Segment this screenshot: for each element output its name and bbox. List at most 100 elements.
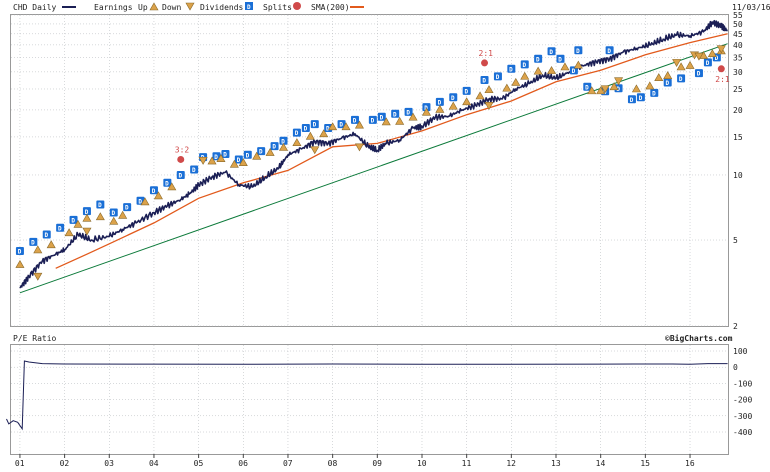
date-tick-label: 14 xyxy=(596,459,606,468)
dividend-glyph: D xyxy=(665,80,669,87)
dividend-icon xyxy=(221,150,230,159)
pe-axis: -400 -300 -200 -100 0 100 xyxy=(733,347,752,437)
dividend-glyph: D xyxy=(451,95,455,102)
earnings-down-marker xyxy=(694,52,704,61)
dividend-marker: D xyxy=(257,147,266,156)
earnings-up-marker xyxy=(252,151,262,160)
dividend-icon xyxy=(56,223,65,232)
dividend-marker: D xyxy=(574,46,583,55)
series-lines xyxy=(6,19,728,431)
dividend-marker: D xyxy=(404,107,413,116)
earnings-up-marker xyxy=(319,129,329,138)
earnings-up-marker xyxy=(354,120,364,129)
legend-splits-label: Splits xyxy=(263,3,292,12)
earnings-up-marker xyxy=(238,158,248,166)
dividend-glyph: D xyxy=(652,90,656,97)
earnings-up-marker xyxy=(502,83,512,92)
dividend-glyph: D xyxy=(281,138,285,145)
dividend-icon xyxy=(422,103,431,112)
earnings-up-marker xyxy=(435,104,445,113)
dividend-icon xyxy=(149,186,158,195)
dividend-marker: D xyxy=(243,150,252,159)
dividend-glyph: D xyxy=(630,97,634,104)
earnings-up-marker xyxy=(229,159,239,168)
earnings-up-marker xyxy=(15,259,25,268)
date-tick-label: 06 xyxy=(238,459,248,468)
price-tick-label: 35 xyxy=(733,53,743,62)
dividend-glyph: D xyxy=(558,56,562,63)
legend-down-label: Down xyxy=(162,3,181,12)
dividend-glyph: D xyxy=(371,117,375,124)
dividend-icon xyxy=(556,54,565,63)
dividend-glyph: D xyxy=(295,130,299,137)
split-icon xyxy=(293,2,301,10)
dividend-glyph: D xyxy=(214,154,218,161)
split-marker: 2:1 xyxy=(715,65,730,84)
price-tick-label: 30 xyxy=(733,68,743,77)
dividend-glyph: D xyxy=(339,122,343,129)
dividend-glyph: D xyxy=(272,144,276,151)
dividend-glyph: D xyxy=(523,62,527,69)
dividend-glyph: D xyxy=(697,71,701,78)
dividend-glyph: D xyxy=(326,126,330,133)
dividend-marker: D xyxy=(56,223,65,232)
dividend-marker: D xyxy=(234,155,243,164)
price-tick-label: 50 xyxy=(733,20,743,29)
dividend-glyph: D xyxy=(406,109,410,116)
date-tick-label: 09 xyxy=(372,459,382,468)
dividend-glyph: D xyxy=(549,49,553,56)
dividend-marker: D xyxy=(663,78,672,87)
pe-tick-label: -200 xyxy=(733,396,752,405)
split-icon xyxy=(481,59,489,67)
dividend-icon xyxy=(279,136,288,145)
earnings-up-marker xyxy=(573,60,583,69)
earnings-up-marker xyxy=(663,71,673,80)
dividend-glyph: D xyxy=(639,95,643,102)
dividend-marker: D xyxy=(703,58,712,67)
dividend-glyph: D xyxy=(223,152,227,159)
split-icon xyxy=(717,65,725,73)
date-tick-label: 08 xyxy=(328,459,338,468)
dividend-glyph: D xyxy=(165,180,169,187)
date-tick-label: 05 xyxy=(194,459,204,468)
dividend-icon xyxy=(243,150,252,159)
dividend-marker: D xyxy=(677,74,686,83)
dividend-glyph: D xyxy=(679,76,683,83)
dividend-glyph: D xyxy=(246,152,250,159)
earnings-up-marker xyxy=(421,107,431,116)
dividend-glyph: D xyxy=(112,210,116,217)
earnings-up-marker xyxy=(654,73,664,81)
earnings-up-marker xyxy=(631,84,641,93)
dividend-marker: D xyxy=(42,230,51,239)
dividend-marker: D xyxy=(507,64,516,73)
earnings-down-marker xyxy=(33,272,43,281)
earnings-up-marker xyxy=(381,117,391,126)
pe-tick-label: -300 xyxy=(733,412,752,421)
dividend-icon xyxy=(462,86,471,95)
dividend-glyph: D xyxy=(45,232,49,239)
dividend-icon xyxy=(663,78,672,87)
pe-title: P/E Ratio xyxy=(13,334,57,343)
dividend-marker: D xyxy=(493,72,502,81)
earnings-up-marker xyxy=(685,60,695,69)
dividend-marker: D xyxy=(480,76,489,85)
dividend-icon xyxy=(123,203,132,212)
dividend-marker: D xyxy=(462,86,471,95)
earnings-down-marker xyxy=(672,59,682,67)
dividend-glyph: D xyxy=(192,167,196,174)
dividend-marker: D xyxy=(301,123,310,133)
earnings-up-marker xyxy=(609,82,619,91)
date-tick-label: 10 xyxy=(417,459,427,468)
earnings-down-marker xyxy=(310,146,320,155)
earnings-down-marker xyxy=(354,143,364,152)
earnings-up-marker xyxy=(707,49,717,58)
dividend-icon xyxy=(176,170,185,179)
earnings-up-marker xyxy=(46,240,56,249)
grid xyxy=(11,14,728,454)
dividend-glyph: D xyxy=(572,68,576,75)
dividend-marker: D xyxy=(310,120,319,129)
earnings-up-icon xyxy=(149,2,159,11)
price-tick-label: 45 xyxy=(733,30,743,39)
dividend-marker: D xyxy=(69,215,78,224)
